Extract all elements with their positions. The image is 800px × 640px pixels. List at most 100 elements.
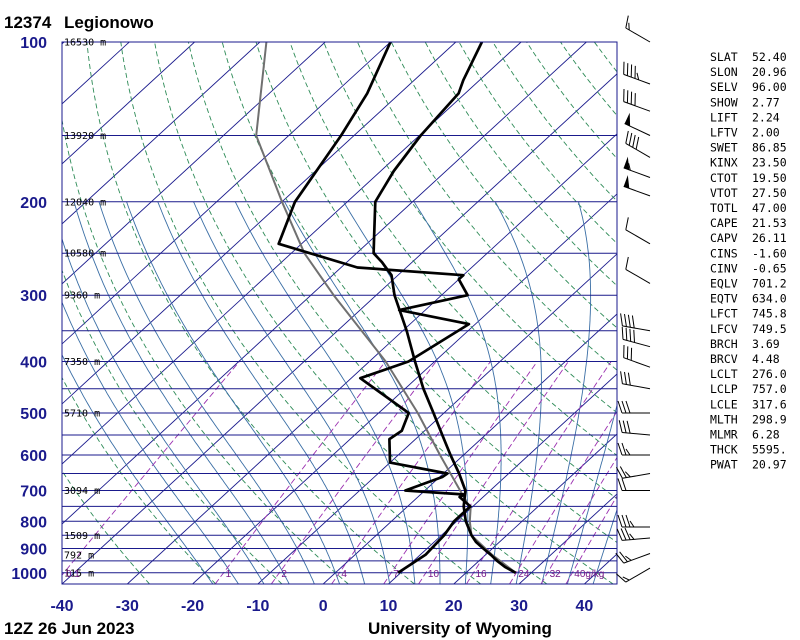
isotherm--10: [257, 253, 617, 584]
mixing-ratio-label: 7: [393, 569, 399, 580]
index-value: 276.0: [752, 367, 787, 381]
wind-barb: [617, 400, 650, 414]
mixing-ratio-line-6: [466, 361, 612, 584]
dry-adiabat-110: [424, 42, 617, 287]
index-key: TOTL: [710, 201, 738, 215]
pressure-axis: 100 200 300 400 500 600 700 800 900 1000: [11, 35, 47, 583]
data-source: University of Wyoming: [368, 619, 552, 638]
index-key: SLAT: [710, 50, 738, 64]
dry-adiabat-100: [390, 42, 617, 329]
mixing-ratio-label: 1: [226, 569, 232, 580]
index-value: 298.9: [752, 412, 787, 426]
wind-barb: [623, 61, 651, 85]
pressure-tick-label: 400: [20, 355, 47, 372]
index-key: LFCV: [710, 322, 738, 336]
mixing-ratio-label: 2: [281, 569, 287, 580]
dry-adiabat-40: [187, 42, 614, 584]
mixing-ratio-line-0: [62, 361, 240, 576]
temperature-axis: -40 -30 -20 -10 0 10 20 30 40: [50, 598, 593, 615]
index-key: PWAT: [710, 458, 738, 472]
pressure-tick-label: 900: [20, 542, 47, 559]
height-label: 16530 m: [64, 38, 106, 49]
index-value: 757.0: [752, 382, 787, 396]
mixing-ratio-label: 16: [476, 569, 488, 580]
pressure-tick-label: 300: [20, 288, 47, 305]
index-value: 749.5: [752, 322, 787, 336]
temperature-tick-label: 30: [510, 598, 528, 615]
sounding-profiles: [255, 42, 517, 574]
wind-barbs: [615, 15, 651, 583]
index-key: EQTV: [710, 292, 738, 306]
index-key: SELV: [710, 80, 738, 94]
dry-adiabat-60: [255, 42, 617, 500]
moist-adiabat-28: [494, 201, 542, 584]
mixing-ratio-label: 32: [550, 569, 562, 580]
height-label: 792 m: [64, 550, 94, 561]
height-label: 7350 m: [64, 357, 100, 368]
dry-adiabat--20: [62, 376, 217, 584]
pressure-tick-label: 800: [20, 514, 47, 531]
height-label: 3094 m: [64, 486, 100, 497]
index-value: 20.96: [752, 65, 787, 79]
moist-adiabat--12: [62, 237, 265, 584]
wind-barb: [625, 217, 651, 245]
wind-barb: [620, 371, 651, 390]
isotherm-20: [453, 433, 617, 584]
index-value: 2.77: [752, 95, 780, 109]
wind-barb: [623, 175, 651, 197]
isotherm--90: [62, 42, 326, 285]
mixing-ratio-label: 0.1: [66, 569, 80, 580]
temperature-tick-label: 0: [319, 598, 328, 615]
wind-barb: [615, 567, 651, 583]
mixing-ratio-label: 40g/kg: [574, 569, 604, 580]
mixing-ratio-line-7: [509, 410, 617, 584]
dry-adiabat--30: [62, 470, 150, 584]
index-value: 19.50: [752, 171, 787, 185]
isotherm-10: [388, 373, 617, 584]
isotherm--110: [62, 42, 195, 165]
index-value: 3.69: [752, 337, 780, 351]
index-key: LCLT: [710, 367, 738, 381]
temperature-tick-label: 10: [380, 598, 398, 615]
isotherm--50: [62, 42, 587, 525]
isotherm--130: [62, 42, 65, 45]
index-value: 701.2: [752, 277, 787, 291]
mixing-ratio-line-9: [565, 495, 617, 584]
wind-barb: [624, 112, 651, 136]
station-name: Legionowo: [64, 13, 154, 32]
index-value: 317.6: [752, 397, 787, 411]
temperature-tick-label: -30: [116, 598, 139, 615]
dewpoint-profile: [277, 42, 472, 574]
index-key: EQLV: [710, 277, 738, 291]
pressure-tick-label: 600: [20, 448, 47, 465]
index-value: 26.11: [752, 231, 787, 245]
wind-barb: [617, 514, 650, 528]
index-value: 96.00: [752, 80, 787, 94]
temperature-tick-label: -20: [181, 598, 204, 615]
isotherm-lines: [62, 42, 617, 584]
mixing-ratio-label: 24: [518, 569, 530, 580]
moist-adiabat--8: [73, 201, 290, 584]
isotherm--70: [62, 42, 457, 405]
pressure-tick-label: 700: [20, 484, 47, 501]
index-value: 23.50: [752, 156, 787, 170]
isotherm--20: [192, 193, 617, 584]
index-value: 27.50: [752, 186, 787, 200]
dry-adiabat--10: [62, 269, 283, 584]
moist-adiabat-8: [193, 201, 391, 584]
index-key: VTOT: [710, 186, 738, 200]
height-label: 10580 m: [64, 249, 106, 260]
isotherm--100: [62, 42, 261, 225]
isotherm--30: [126, 133, 617, 584]
index-key: LCLE: [710, 397, 738, 411]
wind-barb: [617, 442, 650, 456]
temperature-tick-label: -10: [246, 598, 269, 615]
height-label: 5710 m: [64, 409, 100, 420]
index-key: LFTV: [710, 126, 738, 140]
wind-barb: [616, 527, 651, 541]
index-key: SWET: [710, 141, 738, 155]
index-value: 4.48: [752, 352, 780, 366]
pressure-tick-label: 500: [20, 406, 47, 423]
mixing-ratio-line-3: [331, 361, 491, 584]
height-label: 1509 m: [64, 531, 100, 542]
